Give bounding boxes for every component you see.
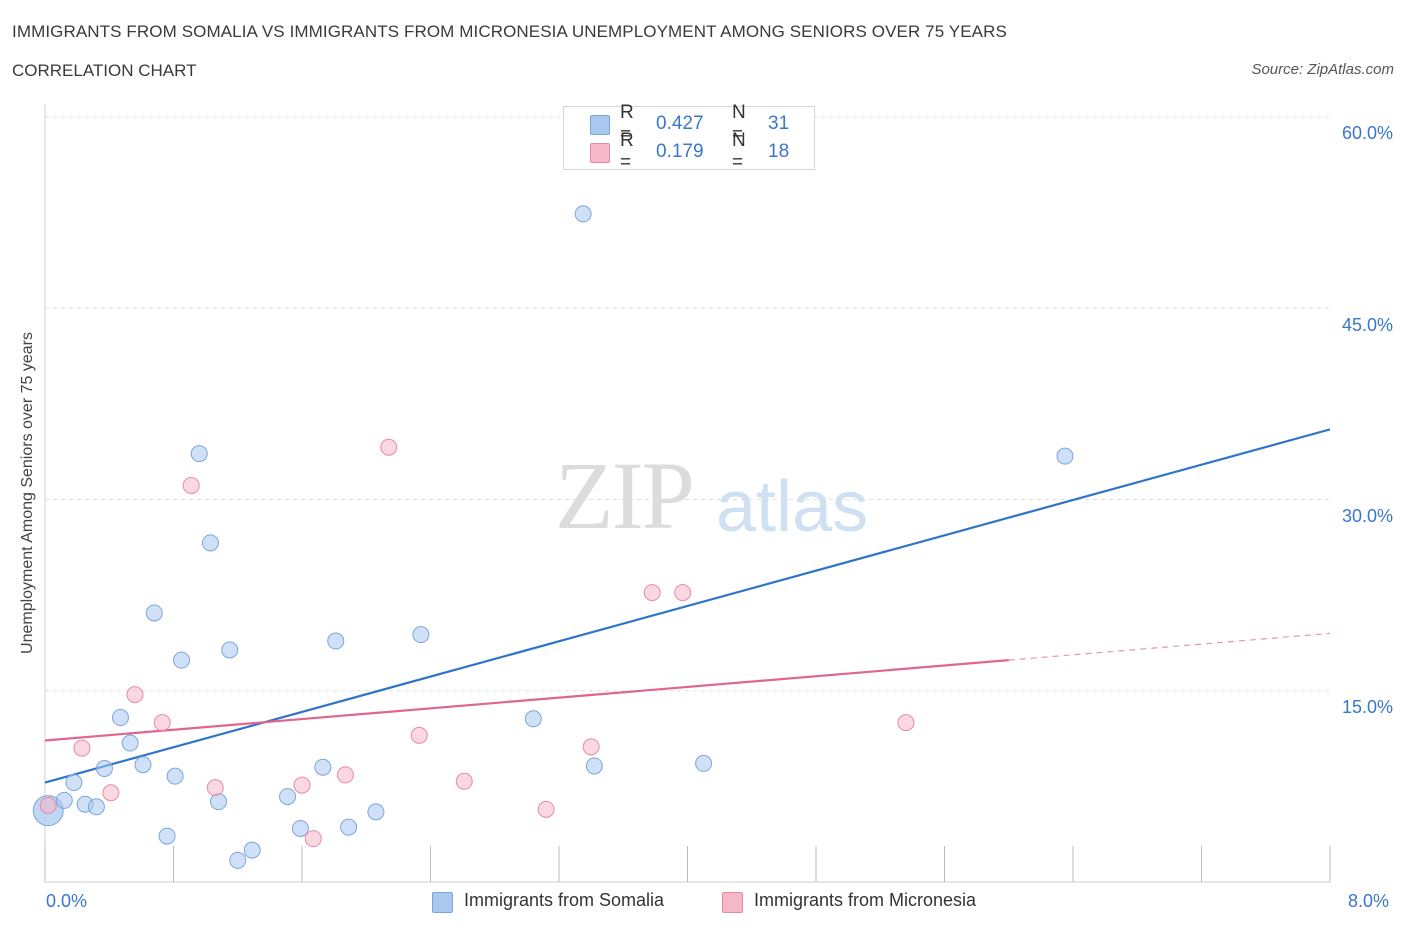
point-somalia [1056, 447, 1074, 465]
point-somalia [209, 793, 227, 811]
trend-lines [44, 428, 1331, 784]
axes [44, 104, 1331, 883]
x-tick-label-min: 0.0% [46, 891, 88, 911]
point-micronesia [455, 772, 473, 790]
point-somalia [87, 798, 105, 816]
legend-swatch-somalia [590, 115, 610, 135]
legend-swatch-micronesia [590, 143, 610, 163]
point-somalia [585, 757, 603, 775]
chart-subtitle: CORRELATION CHART [12, 61, 197, 80]
point-micronesia [153, 714, 171, 732]
point-somalia [314, 758, 332, 776]
source-label: Source: ZipAtlas.com [1251, 61, 1394, 78]
point-somalia [574, 205, 592, 223]
point-micronesia [582, 738, 600, 756]
legend-n-value: 31 [768, 113, 790, 134]
point-micronesia [380, 438, 398, 456]
grid-lines [45, 116, 1330, 692]
point-somalia [291, 819, 309, 837]
point-somalia [190, 445, 208, 463]
point-micronesia [537, 800, 555, 818]
watermark-zip: ZIP [555, 442, 695, 549]
point-micronesia [182, 476, 200, 494]
x-tick-label-max: 8.0% [1348, 891, 1390, 911]
chart-title: IMMIGRANTS FROM SOMALIA VS IMMIGRANTS FR… [12, 22, 1007, 41]
legend-n-value: 18 [768, 141, 790, 162]
point-micronesia [126, 686, 144, 704]
point-somalia [229, 851, 247, 869]
point-somalia [340, 818, 358, 836]
point-micronesia [643, 584, 661, 602]
point-micronesia [102, 784, 120, 802]
point-somalia [221, 641, 239, 659]
point-somalia [158, 827, 176, 845]
point-somalia [327, 632, 345, 650]
y-tick-label-60: 60.0% [1341, 123, 1393, 143]
y-tick-label-30: 30.0% [1341, 506, 1393, 526]
legend-r-label: R = [620, 102, 634, 145]
y-axis-label: Unemployment Among Seniors over 75 years [19, 332, 36, 654]
point-micronesia [897, 714, 915, 732]
point-micronesia [73, 739, 91, 757]
trend-extension-micronesia [1008, 632, 1331, 661]
point-micronesia [410, 726, 428, 744]
bottom-legend-label-somalia: Immigrants from Somalia [464, 890, 665, 910]
point-somalia [524, 710, 542, 728]
y-tick-label-45: 45.0% [1341, 315, 1393, 335]
point-somalia [173, 651, 191, 669]
point-somalia [166, 767, 184, 785]
point-somalia [65, 774, 83, 792]
point-somalia [695, 754, 713, 772]
bottom-legend-swatch-somalia [432, 892, 453, 913]
bottom-legend-label-micronesia: Immigrants from Micronesia [754, 890, 977, 910]
point-somalia [367, 803, 385, 821]
point-somalia [412, 626, 430, 644]
point-somalia [121, 734, 139, 752]
legend-r-value: 0.427 [656, 113, 704, 134]
trend-line-somalia [44, 428, 1331, 784]
point-micronesia [39, 797, 57, 814]
point-somalia [111, 709, 129, 727]
legend-n-label: N = [732, 102, 746, 145]
point-somalia [145, 604, 163, 622]
watermark-atlas: atlas [716, 467, 869, 547]
point-somalia [55, 791, 73, 809]
bottom-legend-swatch-micronesia [722, 892, 743, 913]
point-micronesia [206, 779, 224, 797]
point-somalia [134, 756, 152, 774]
legend-r-label: R = [620, 130, 634, 173]
point-somalia [201, 534, 219, 552]
stats-legend: R = 0.427 N = 31 R = 0.179 N = 18 [563, 102, 815, 173]
legend-r-value: 0.179 [656, 141, 704, 162]
legend-n-label: N = [732, 130, 746, 173]
point-micronesia [674, 584, 692, 602]
point-somalia [279, 788, 297, 806]
y-tick-label-15: 15.0% [1341, 697, 1393, 717]
point-micronesia [293, 776, 311, 794]
trend-line-micronesia [44, 659, 1009, 742]
point-micronesia [336, 766, 354, 784]
data-points [32, 205, 1074, 869]
point-micronesia [304, 830, 322, 848]
point-somalia [243, 841, 261, 859]
point-somalia [95, 760, 113, 778]
